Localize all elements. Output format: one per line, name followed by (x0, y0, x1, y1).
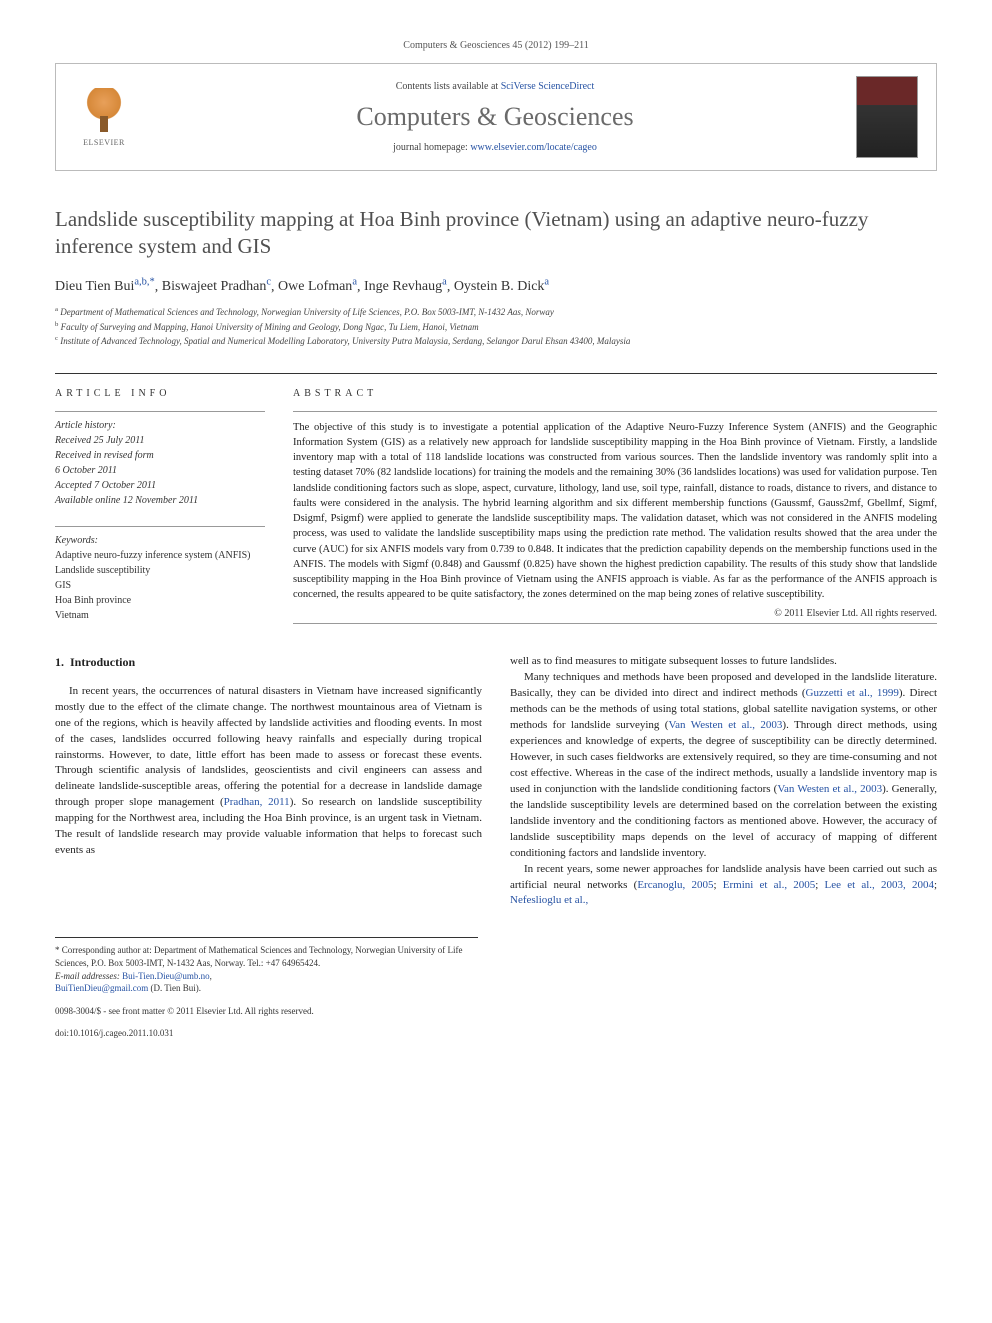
author: Owe Lofmana (278, 279, 357, 294)
body-paragraph: In recent years, some newer approaches f… (510, 862, 937, 910)
email-link[interactable]: Bui-Tien.Dieu@umb.no (122, 971, 209, 981)
history-line: Received in revised form (55, 448, 265, 463)
citation-link[interactable]: Van Westen et al., 2003 (777, 783, 882, 795)
journal-name: Computers & Geosciences (152, 102, 838, 132)
keyword: Landslide susceptibility (55, 563, 265, 578)
keyword: GIS (55, 578, 265, 593)
article-info-label: ARTICLE INFO (55, 388, 265, 399)
keywords-label: Keywords: (55, 533, 265, 548)
footnotes: * Corresponding author at: Department of… (55, 937, 478, 994)
keyword: Hoa Binh province (55, 593, 265, 608)
keyword: Adaptive neuro-fuzzy inference system (A… (55, 548, 265, 563)
citation-link[interactable]: Van Westen et al., 2003 (668, 719, 782, 731)
copyright-line: © 2011 Elsevier Ltd. All rights reserved… (293, 608, 937, 619)
history-label: Article history: (55, 418, 265, 433)
article-history: Article history: Received 25 July 2011 R… (55, 411, 265, 508)
author: Dieu Tien Buia,b,* (55, 279, 155, 294)
email-line-2: BuiTienDieu@gmail.com (D. Tien Bui). (55, 982, 478, 995)
corresponding-author-note: * Corresponding author at: Department of… (55, 944, 478, 969)
authors-list: Dieu Tien Buia,b,*, Biswajeet Pradhanc, … (55, 277, 937, 296)
contents-line: Contents lists available at SciVerse Sci… (152, 81, 838, 92)
body-paragraph: Many techniques and methods have been pr… (510, 670, 937, 861)
elsevier-tree-icon (80, 88, 128, 136)
affiliation: a Department of Mathematical Sciences an… (55, 305, 937, 320)
publisher-logo: ELSEVIER (74, 82, 134, 152)
issn-copyright: 0098-3004/$ - see front matter © 2011 El… (55, 1005, 937, 1018)
affil-link[interactable]: a (442, 277, 447, 288)
affiliation: b Faculty of Surveying and Mapping, Hano… (55, 320, 937, 335)
body-columns: 1. Introduction In recent years, the occ… (55, 654, 937, 909)
author: Biswajeet Pradhanc (162, 279, 271, 294)
keywords-block: Keywords: Adaptive neuro-fuzzy inference… (55, 526, 265, 623)
email-link[interactable]: BuiTienDieu@gmail.com (55, 983, 148, 993)
journal-cover-thumbnail (856, 76, 918, 158)
article-title: Landslide susceptibility mapping at Hoa … (55, 206, 937, 261)
body-left-column: 1. Introduction In recent years, the occ… (55, 654, 482, 909)
citation-link[interactable]: Nefeslioglu et al., (510, 894, 588, 906)
article-info-column: ARTICLE INFO Article history: Received 2… (55, 374, 265, 625)
citation-link[interactable]: Lee et al., 2003, 2004 (825, 879, 934, 891)
history-line: Received 25 July 2011 (55, 433, 265, 448)
affil-link[interactable]: a (544, 277, 549, 288)
publisher-name: ELSEVIER (83, 138, 125, 147)
journal-header: ELSEVIER Contents lists available at Sci… (55, 63, 937, 171)
homepage-line: journal homepage: www.elsevier.com/locat… (152, 142, 838, 153)
journal-reference: Computers & Geosciences 45 (2012) 199–21… (55, 40, 937, 51)
history-line: 6 October 2011 (55, 463, 265, 478)
body-paragraph: In recent years, the occurrences of natu… (55, 684, 482, 859)
affiliations: a Department of Mathematical Sciences an… (55, 305, 937, 349)
info-abstract-row: ARTICLE INFO Article history: Received 2… (55, 374, 937, 625)
body-right-column: well as to find measures to mitigate sub… (510, 654, 937, 909)
abstract-label: ABSTRACT (293, 388, 937, 399)
homepage-link[interactable]: www.elsevier.com/locate/cageo (470, 142, 597, 153)
doi-line: doi:10.1016/j.cageo.2011.10.031 (55, 1027, 937, 1040)
citation-link[interactable]: Pradhan, 2011 (224, 796, 290, 808)
citation-link[interactable]: Ercanoglu, 2005 (637, 879, 713, 891)
abstract-column: ABSTRACT The objective of this study is … (293, 374, 937, 625)
affil-link[interactable]: a (352, 277, 357, 288)
email-line: E-mail addresses: Bui-Tien.Dieu@umb.no, (55, 970, 478, 983)
author: Inge Revhauga (364, 279, 447, 294)
keyword: Vietnam (55, 608, 265, 623)
affiliation: c Institute of Advanced Technology, Spat… (55, 334, 937, 349)
header-center: Contents lists available at SciVerse Sci… (152, 81, 838, 153)
affil-link[interactable]: a,b,* (134, 277, 154, 288)
homepage-prefix: journal homepage: (393, 142, 470, 153)
contents-prefix: Contents lists available at (396, 81, 501, 92)
history-line: Accepted 7 October 2011 (55, 478, 265, 493)
citation-link[interactable]: Guzzetti et al., 1999 (806, 687, 899, 699)
author: Oystein B. Dicka (454, 279, 549, 294)
section-heading: 1. Introduction (55, 654, 482, 671)
affil-link[interactable]: c (266, 277, 271, 288)
paper-page: Computers & Geosciences 45 (2012) 199–21… (0, 0, 992, 1070)
abstract-text: The objective of this study is to invest… (293, 411, 937, 603)
history-line: Available online 12 November 2011 (55, 493, 265, 508)
abstract-bottom-rule (293, 623, 937, 624)
scidirect-link[interactable]: SciVerse ScienceDirect (501, 81, 595, 92)
citation-link[interactable]: Ermini et al., 2005 (723, 879, 816, 891)
body-paragraph: well as to find measures to mitigate sub… (510, 654, 937, 670)
